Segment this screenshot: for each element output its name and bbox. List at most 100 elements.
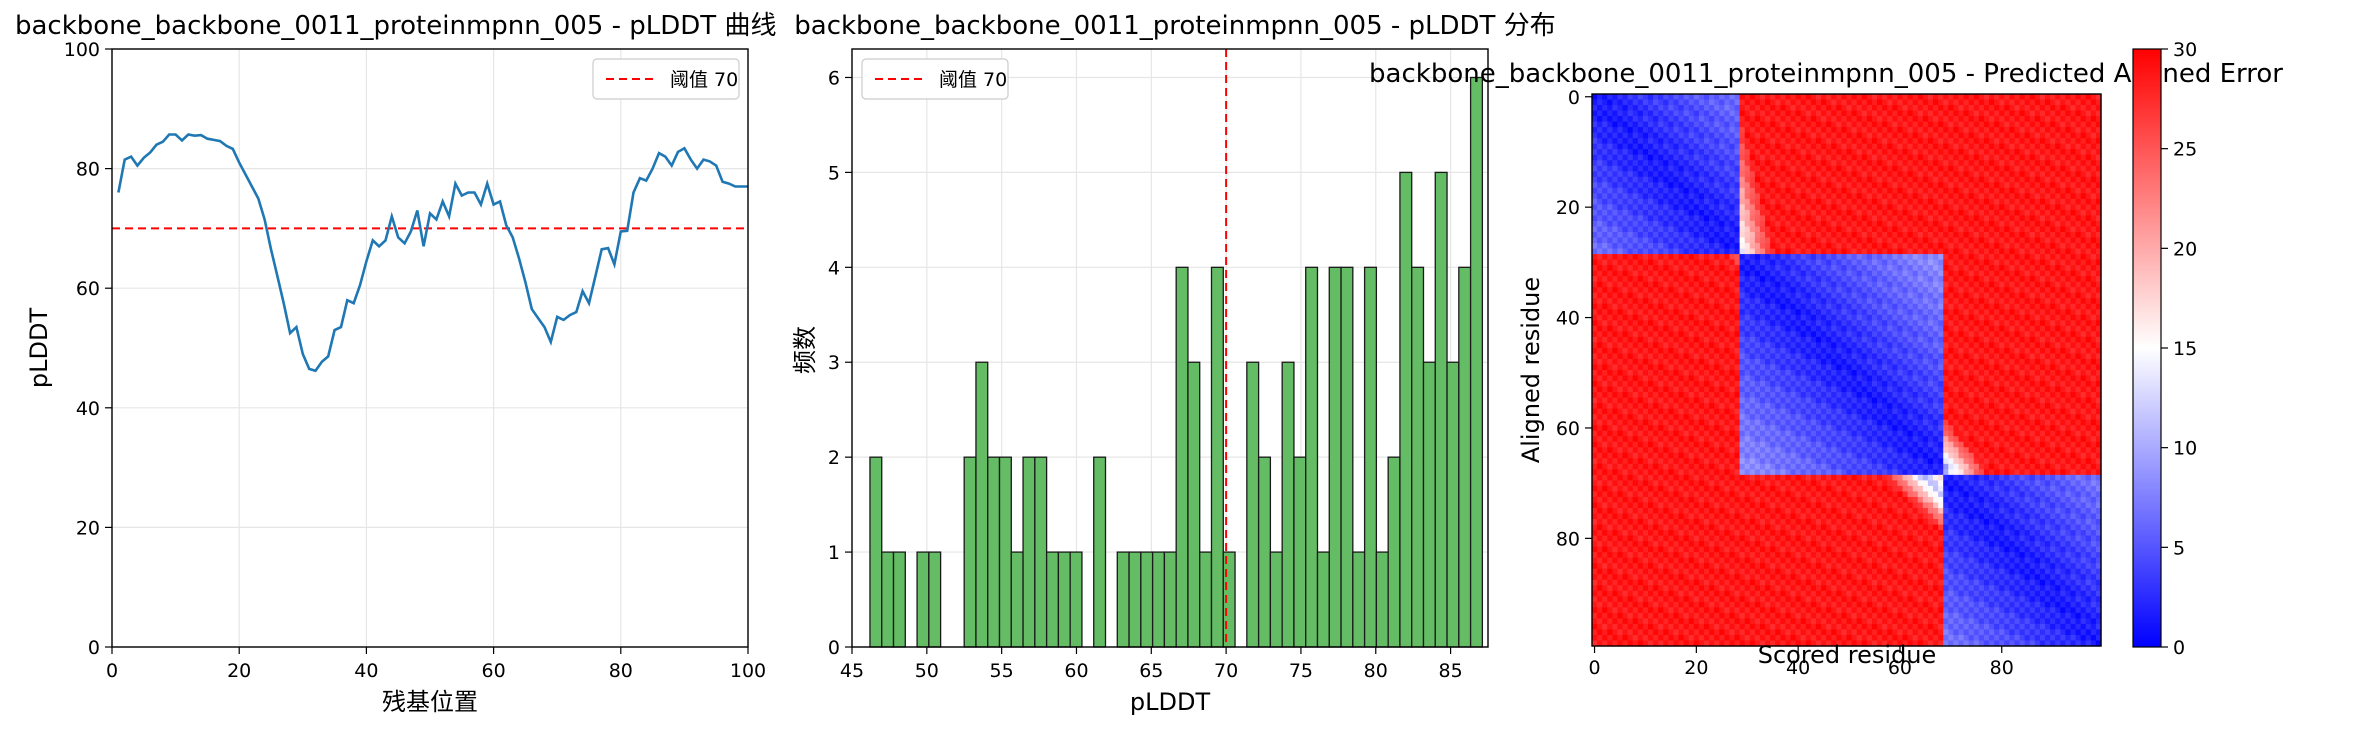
heatmap-cell — [1882, 193, 1888, 200]
heatmap-cell — [1933, 292, 1939, 299]
heatmap-cell — [1637, 99, 1644, 106]
heatmap-cell — [2004, 121, 2010, 128]
heatmap-cell — [1698, 182, 1705, 189]
heatmap-cell — [2034, 265, 2041, 272]
heatmap-cell — [1805, 154, 1812, 161]
heatmap-cell — [1989, 110, 1995, 117]
heatmap-cell — [1749, 342, 1756, 349]
heatmap-cell — [1668, 193, 1675, 200]
heatmap-cell — [1637, 182, 1644, 189]
heatmap-cell — [2034, 94, 2041, 101]
heatmap-cell — [1973, 347, 1980, 355]
heatmap-cell — [1810, 143, 1817, 150]
heatmap-cell — [1683, 220, 1690, 228]
heatmap-cell — [1693, 154, 1700, 161]
heatmap-cell — [1943, 276, 1949, 283]
heatmap-cell — [1703, 237, 1710, 244]
heatmap-cell — [1658, 303, 1664, 310]
heatmap-cell — [1943, 281, 1949, 288]
heatmap-cell — [1612, 215, 1619, 222]
heatmap-cell — [1805, 281, 1812, 288]
heatmap-cell — [1953, 243, 1960, 250]
heatmap-cell — [1917, 99, 1924, 106]
heatmap-cell — [1989, 265, 1995, 272]
heatmap-cell — [2055, 309, 2061, 316]
heatmap-cell — [1678, 171, 1685, 178]
heatmap-cell — [1678, 121, 1685, 128]
heatmap-cell — [1734, 193, 1741, 200]
heatmap-cell — [1622, 99, 1629, 106]
heatmap-cell — [1963, 265, 1970, 272]
heatmap-cell — [1739, 298, 1746, 305]
heatmap-cell — [1617, 243, 1624, 250]
heatmap-cell — [1968, 99, 1975, 106]
heatmap-cell — [2024, 292, 2031, 299]
heatmap-cell — [1790, 342, 1797, 349]
heatmap-cell — [1775, 105, 1781, 112]
heatmap-cell — [1917, 270, 1924, 277]
heatmap-cell — [1688, 116, 1695, 123]
heatmap-cell — [1983, 265, 1990, 272]
heatmap-cell — [1800, 347, 1807, 355]
heatmap-cell — [1632, 314, 1639, 321]
heatmap-cell — [1709, 143, 1715, 150]
heatmap-cell — [1780, 132, 1787, 139]
heatmap-cell — [1780, 287, 1787, 294]
heatmap-cell — [1765, 220, 1771, 228]
heatmap-cell — [1724, 138, 1731, 145]
heatmap-cell — [1973, 320, 1980, 327]
heatmap-cell — [1938, 226, 1944, 233]
heatmap-cell — [2034, 171, 2041, 178]
heatmap-cell — [1592, 204, 1598, 211]
heatmap-cell — [2050, 254, 2056, 261]
heatmap-cell — [1673, 99, 1680, 106]
heatmap-cell — [1602, 99, 1608, 106]
heatmap-cell — [1607, 336, 1613, 343]
heatmap-cell — [1922, 325, 1929, 332]
heatmap-cell — [1678, 287, 1685, 294]
heatmap-cell — [2085, 303, 2092, 310]
heatmap-cell — [1973, 325, 1980, 332]
heatmap-cell — [1642, 204, 1649, 211]
heatmap-cell — [1810, 276, 1817, 283]
heatmap-cell — [1698, 176, 1705, 183]
heatmap-cell — [1856, 232, 1863, 239]
heatmap-cell — [1907, 325, 1914, 332]
heatmap-cell — [2019, 193, 2026, 200]
heatmap-cell — [1958, 215, 1965, 222]
heatmap-cell — [2090, 171, 2097, 178]
heatmap-cell — [2024, 298, 2031, 305]
heatmap-cell — [1754, 187, 1761, 194]
heatmap-cell — [1795, 215, 1802, 222]
heatmap-cell — [1607, 198, 1613, 205]
heatmap-cell — [1938, 198, 1944, 205]
heatmap-cell — [1592, 358, 1598, 366]
heatmap-cell — [1653, 232, 1659, 239]
heatmap-cell — [1948, 193, 1954, 200]
heatmap-cell — [1821, 303, 1827, 310]
heatmap-cell — [2095, 110, 2102, 117]
heatmap-cell — [2055, 331, 2061, 338]
heatmap-cell — [1927, 132, 1934, 139]
heatmap-cell — [1892, 237, 1898, 244]
heatmap-cell — [1632, 276, 1639, 283]
heatmap-cell — [2039, 342, 2046, 349]
heatmap-cell — [1653, 138, 1659, 145]
heatmap-cell — [1973, 193, 1980, 200]
heatmap-cell — [1917, 220, 1924, 228]
heatmap-cell — [1759, 248, 1766, 255]
heatmap-cell — [1887, 176, 1893, 183]
heatmap-cell — [1846, 336, 1853, 343]
heatmap-cell — [1785, 336, 1792, 343]
heatmap-cell — [1627, 121, 1634, 128]
heatmap-cell — [1597, 298, 1603, 305]
heatmap-cell — [1933, 105, 1939, 112]
histogram-bar — [1163, 551, 1177, 648]
heatmap-cell — [2024, 215, 2031, 222]
heatmap-cell — [1861, 298, 1868, 305]
heatmap-cell — [1668, 182, 1675, 189]
heatmap-cell — [1983, 209, 1990, 217]
heatmap-cell — [1653, 204, 1659, 211]
heatmap-cell — [1831, 336, 1837, 343]
heatmap-cell — [2080, 237, 2087, 244]
